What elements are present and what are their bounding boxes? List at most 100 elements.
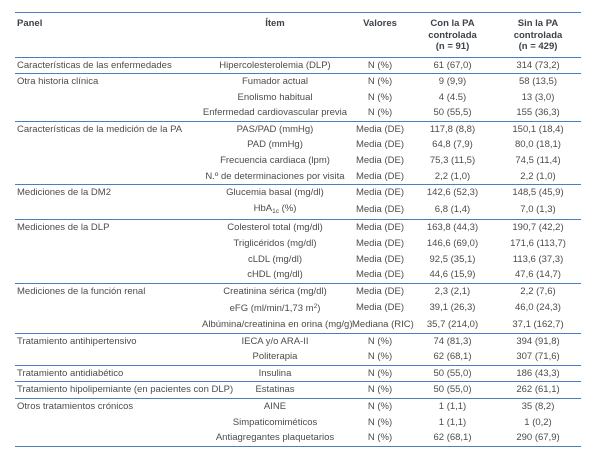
item-cell: Fumador actual [200, 73, 350, 90]
item-cell: eFG (ml/min/1,73 m2) [229, 303, 321, 315]
panel-cell [15, 317, 200, 333]
item-cell: Frecuencia cardiaca (lpm) [220, 155, 330, 167]
header-con-pa-controlada: Con la PA controlada (n = 91) [410, 12, 495, 58]
item-cell: IECA y/o ARA-II [200, 332, 350, 350]
sin-pa-cell: 2,2 (1,0) [520, 170, 556, 182]
data-table: Panel Ítem Valores Con la PA controlada … [15, 12, 581, 447]
header-valores: Valores [350, 12, 410, 58]
con-pa-cell: 35,7 (214,0) [426, 319, 479, 330]
con-pa-cell: 1 (1,1) [438, 416, 467, 428]
con-pa-cell: 61 (67,0) [410, 56, 495, 74]
table-row: Mediciones de la DM2 Glucemia basal (mg/d… [15, 184, 581, 201]
con-pa-cell: 2,3 (2,1) [410, 282, 495, 300]
valores-cell: Media (DE) [350, 120, 410, 138]
table-header: Panel Ítem Valores Con la PA controlada … [15, 12, 581, 58]
con-pa-cell: 50 (55,5) [433, 107, 472, 119]
valores-cell: Media (DE) [355, 269, 405, 281]
panel-cell: Características de la medición de la PA [15, 120, 200, 138]
item-cell: Glucemia basal (mg/dl) [200, 184, 350, 201]
sin-pa-cell: 13 (3,0) [521, 91, 555, 103]
con-pa-cell: 2,2 (1,0) [434, 170, 471, 182]
valores-cell: Media (DE) [350, 219, 410, 237]
panel-cell: Características de las enfermedades [15, 56, 200, 74]
sin-pa-cell: 46,0 (24,3) [515, 302, 561, 314]
item-cell: PAS/PAD (mmHg) [200, 120, 350, 138]
valores-cell: N (%) [367, 91, 393, 103]
valores-cell: Media (DE) [355, 253, 405, 265]
valores-cell: N (%) [367, 351, 393, 363]
sin-pa-cell: 307 (71,6) [516, 351, 560, 363]
item-cell: Albúmina/creatinina en orina (mg/g) [202, 319, 353, 330]
sin-pa-cell: 290 (67,9) [495, 430, 581, 447]
table-row: Politerapia N (%) 62 (68,1) 307 (71,6) [15, 349, 581, 365]
table-row: Simpaticomiméticos N (%) 1 (1,1) 1 (0,2) [15, 415, 581, 431]
header-panel: Panel [15, 12, 200, 58]
valores-cell: N (%) [367, 107, 393, 119]
sin-pa-cell: 190,7 (42,2) [495, 219, 581, 237]
con-pa-cell: 9 (9,9) [410, 73, 495, 90]
valores-cell: N (%) [350, 397, 410, 415]
con-pa-cell: 6,8 (1,4) [434, 204, 471, 216]
valores-cell: Media (DE) [355, 204, 405, 216]
sin-pa-cell: 148,5 (45,9) [495, 184, 581, 201]
table-row: Mediciones de la función renal Creatinina… [15, 282, 581, 300]
valores-cell: N (%) [350, 73, 410, 90]
con-pa-cell: 62 (68,1) [433, 351, 472, 363]
con-pa-cell: 50 (55,0) [410, 381, 495, 399]
valores-cell: Media (DE) [355, 170, 405, 182]
table-row: Tratamiento antihipertensivo IECA y/o ARA… [15, 332, 581, 350]
table-row: Albúmina/creatinina en orina (mg/g) Media… [15, 317, 581, 333]
con-pa-cell: 74 (81,3) [410, 332, 495, 350]
sin-pa-cell: 171,6 (113,7) [510, 238, 566, 250]
panel-cell: Tratamiento antihipertensivo [15, 332, 200, 350]
sin-pa-cell: 7,0 (1,3) [520, 204, 556, 216]
con-pa-cell: 50 (55,0) [410, 364, 495, 382]
valores-cell: Media (DE) [355, 155, 405, 167]
valores-cell: Mediana (RIC) [352, 319, 414, 330]
panel-cell [15, 267, 200, 283]
panel-cell [15, 299, 200, 317]
panel-cell [15, 169, 200, 185]
table-row: Tratamiento antidiabético Insulina N (%) 50… [15, 364, 581, 382]
sin-pa-cell: 74,5 (11,4) [515, 155, 561, 167]
item-cell: Triglicéridos (mg/dl) [233, 238, 317, 250]
con-pa-cell: 142,6 (52,3) [410, 184, 495, 201]
study-panel-table: Panel Ítem Valores Con la PA controlada … [15, 12, 600, 447]
sin-pa-cell: 155 (36,3) [516, 107, 560, 119]
panel-cell: Mediciones de la función renal [15, 282, 200, 300]
sin-pa-cell: 186 (43,3) [495, 364, 581, 382]
con-pa-cell: 4 (4.5) [438, 91, 467, 103]
panel-cell: Otros tratamientos crónicos [15, 397, 200, 415]
item-cell: Estatinas [200, 381, 350, 399]
con-pa-cell: 44,6 (15,9) [429, 269, 476, 281]
valores-cell: N (%) [350, 381, 410, 399]
con-pa-cell: 163,8 (44,3) [410, 219, 495, 237]
table-row: Tratamiento hipolipemiante (en pacientes… [15, 381, 581, 399]
sin-pa-cell: 37,1 (162,7) [512, 319, 564, 330]
table-body: Características de las enfermedades Hiper… [15, 56, 581, 447]
table-row: Otra historia clínica Fumador actual N (%)… [15, 73, 581, 90]
con-pa-cell: 62 (68,1) [410, 430, 495, 447]
sin-pa-cell: 2,2 (7,6) [495, 282, 581, 300]
table-row: Características de las enfermedades Hiper… [15, 56, 581, 74]
panel-cell [15, 90, 200, 106]
panel-cell [15, 153, 200, 169]
con-pa-cell: 75,3 (11,5) [429, 155, 476, 167]
valores-cell: N (%) [350, 56, 410, 74]
table-row: Triglicéridos (mg/dl) Media (DE) 146,6 (69… [15, 236, 581, 252]
item-cell: Enolismo habitual [237, 91, 313, 103]
item-cell: Creatinina sérica (mg/dl) [200, 282, 350, 300]
valores-cell: N (%) [350, 332, 410, 350]
panel-cell [15, 252, 200, 268]
panel-cell [15, 137, 200, 153]
item-cell: Antiagregantes plaquetarios [200, 430, 350, 447]
table-row: eFG (ml/min/1,73 m2) Media (DE) 39,1 (26,3… [15, 299, 581, 317]
con-pa-cell: 64,8 (7,9) [432, 139, 473, 151]
panel-cell: Otra historia clínica [15, 73, 200, 90]
item-cell: cLDL (mg/dl) [247, 253, 303, 265]
table-row: cLDL (mg/dl) Media (DE) 92,5 (35,1) 113,6 (… [15, 252, 581, 268]
table-row: Enfermedad cardiovascular previa N (%) 50 … [15, 105, 581, 121]
sin-pa-cell: 80,0 (18,1) [515, 139, 561, 151]
header-item: Ítem [200, 12, 350, 58]
table-row: Frecuencia cardiaca (lpm) Media (DE) 75,3 … [15, 153, 581, 169]
